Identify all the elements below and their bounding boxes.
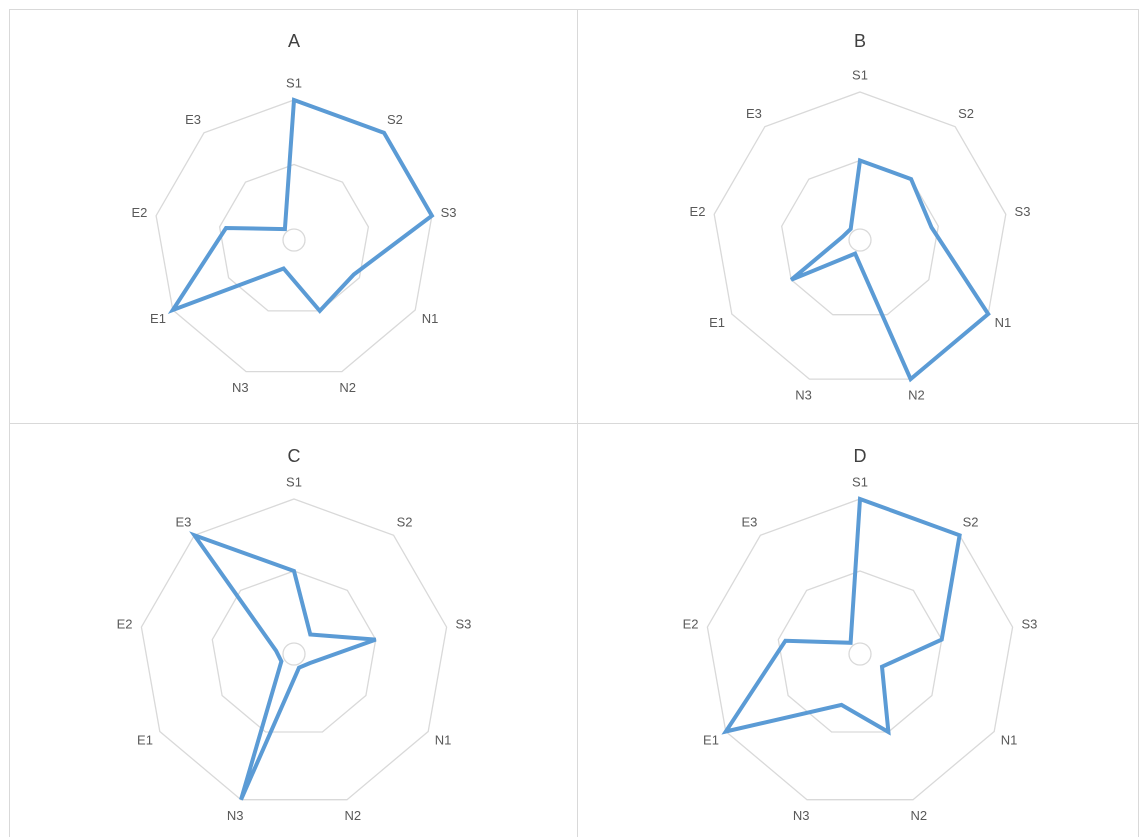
axis-label-s3: S3: [1021, 617, 1037, 632]
axis-label-s1: S1: [286, 76, 302, 91]
gridline-ring: [706, 498, 1014, 801]
axis-label-e2: E2: [117, 617, 133, 632]
axis-label-e2: E2: [131, 205, 147, 220]
axis-label-n3: N3: [795, 388, 812, 403]
gridline-ring: [211, 570, 377, 733]
axis-label-s2: S2: [387, 112, 403, 127]
center-ring: [282, 642, 306, 666]
gridline-ring: [781, 159, 939, 316]
axis-label-n3: N3: [793, 808, 810, 823]
gridline-ring: [777, 570, 943, 733]
panel-title-d: D: [854, 446, 867, 466]
axis-label-s2: S2: [963, 515, 979, 530]
gridline-ring: [140, 498, 448, 801]
axis-label-s1: S1: [286, 475, 302, 490]
axis-label-n1: N1: [435, 733, 452, 748]
chart-panel-b: B S1 S2 S3 N1 N2 N3 E1 E2 E3: [577, 9, 1139, 424]
panel-frame-c: [9, 423, 578, 837]
axis-label-e1: E1: [703, 733, 719, 748]
panel-frame-d: [577, 423, 1139, 837]
chart-panel-a: A S1 S2 S3 N1 N2 N3 E1 E2 E3: [9, 9, 578, 424]
axis-label-e3: E3: [185, 112, 201, 127]
panel-frame-a: [9, 9, 578, 424]
axis-label-s3: S3: [441, 205, 457, 220]
axis-label-e3: E3: [175, 515, 191, 530]
radar-plot-b: S1 S2 S3 N1 N2 N3 E1 E2 E3: [690, 68, 1031, 403]
axis-label-n2: N2: [339, 380, 356, 395]
gridline-ring: [218, 163, 370, 312]
chart-panel-d: D S1 S2 S3 N1 N2 N3 E1 E2 E3: [577, 423, 1139, 837]
axis-label-s2: S2: [958, 106, 974, 121]
axis-label-e3: E3: [741, 515, 757, 530]
radar-plot-d: S1 S2 S3 N1 N2 N3 E1 E2 E3: [683, 475, 1038, 824]
center-ring: [282, 228, 306, 252]
chart-panel-c: C S1 S2 S3 N1 N2 N3 E1 E2 E3: [9, 423, 578, 837]
axis-label-n1: N1: [1001, 733, 1018, 748]
axis-label-e1: E1: [709, 315, 725, 330]
axis-label-n1: N1: [422, 311, 439, 326]
gridline-ring: [713, 91, 1007, 380]
center-ring: [848, 228, 872, 252]
axis-label-e2: E2: [690, 204, 706, 219]
series-line-b: [789, 157, 991, 383]
radar-plot-c: S1 S2 S3 N1 N2 N3 E1 E2 E3: [117, 475, 472, 824]
axis-label-e1: E1: [150, 311, 166, 326]
panel-title-a: A: [288, 31, 300, 51]
radar-plot-a: S1 S2 S3 N1 N2 N3 E1 E2 E3: [131, 76, 456, 396]
axis-label-n2: N2: [908, 388, 925, 403]
panel-title-b: B: [854, 31, 866, 51]
axis-label-s3: S3: [1015, 204, 1031, 219]
axis-label-s1: S1: [852, 475, 868, 490]
series-line-c: [189, 531, 377, 801]
axis-label-s1: S1: [852, 68, 868, 83]
panel-title-c: C: [288, 446, 301, 466]
axis-label-n1: N1: [995, 315, 1012, 330]
series-line-a: [167, 97, 435, 315]
axis-label-n3: N3: [232, 380, 249, 395]
axis-label-s2: S2: [397, 515, 413, 530]
center-ring: [848, 642, 872, 666]
axis-label-n2: N2: [344, 808, 361, 823]
axis-label-e1: E1: [137, 733, 153, 748]
axis-label-s3: S3: [455, 617, 471, 632]
axis-label-e3: E3: [746, 106, 762, 121]
axis-label-n2: N2: [910, 808, 927, 823]
axis-label-e2: E2: [683, 617, 699, 632]
series-line-d: [721, 496, 962, 736]
axis-label-n3: N3: [227, 808, 244, 823]
